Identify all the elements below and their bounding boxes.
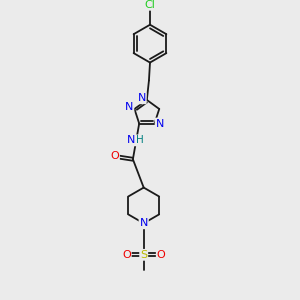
Text: N: N xyxy=(140,218,148,228)
Text: N: N xyxy=(137,93,146,103)
Text: Cl: Cl xyxy=(145,0,155,10)
Text: O: O xyxy=(157,250,166,260)
Text: N: N xyxy=(156,118,164,128)
Text: N: N xyxy=(125,102,134,112)
Text: S: S xyxy=(140,250,147,260)
Text: O: O xyxy=(122,250,130,260)
Text: N: N xyxy=(127,135,136,145)
Text: O: O xyxy=(110,151,119,161)
Text: H: H xyxy=(136,135,144,145)
